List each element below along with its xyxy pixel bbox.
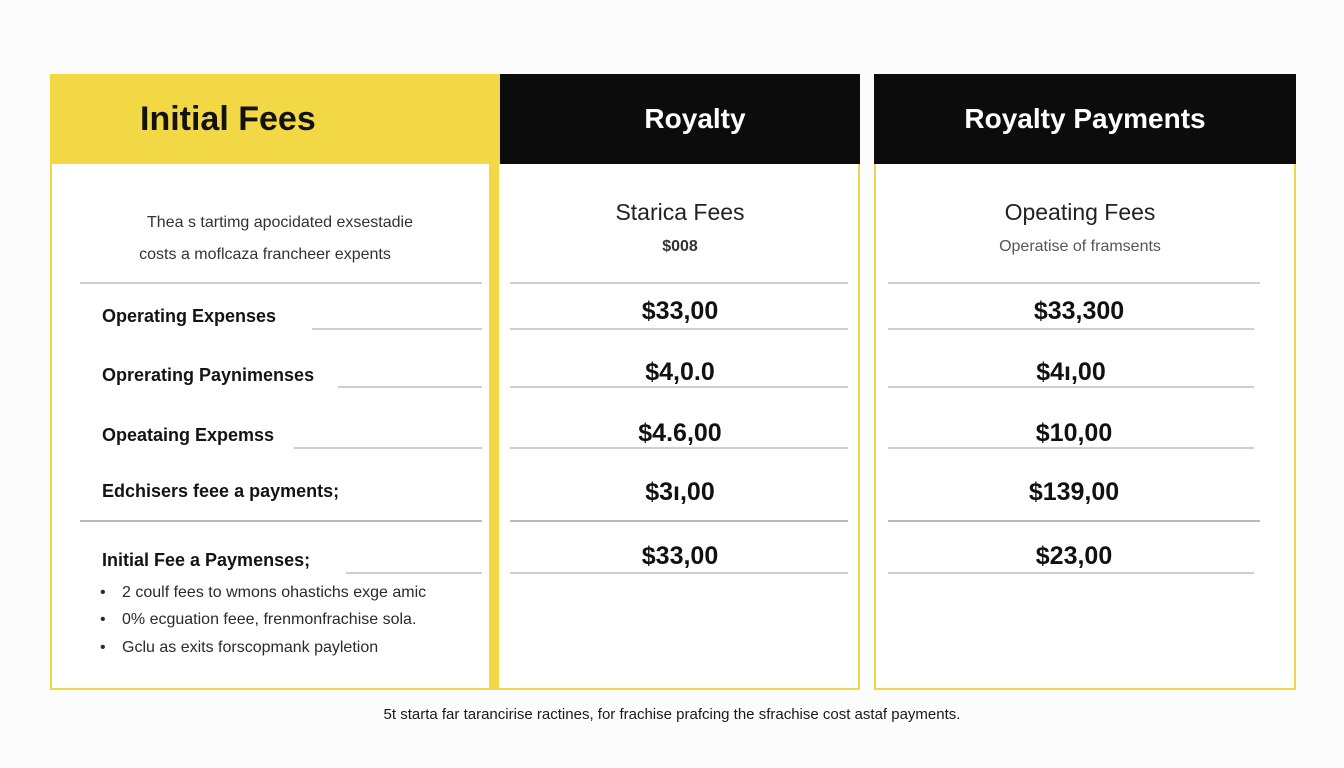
panel-frame-right [874, 164, 1296, 690]
fees-comparison-panel: Initial Fees Royalty [50, 74, 860, 690]
row-underline [888, 447, 1254, 449]
payment-value-5: $23,00 [1035, 542, 1113, 570]
divider-line [510, 282, 848, 284]
royalty-value-5: $33,00 [641, 542, 719, 570]
row-underline [294, 447, 482, 449]
royalty-value-3: $4.6,00 [638, 419, 722, 447]
column-divider [489, 164, 499, 688]
royalty-value-2: $4,0.0 [645, 358, 715, 386]
bullet-item-2: 0% ecguation feee, frenmonfrachise sola. [100, 611, 416, 629]
royalty-value-4: $3ı,00 [645, 478, 715, 506]
royalty-title: Royalty [644, 103, 746, 134]
payment-value-4: $139,00 [1028, 478, 1120, 506]
row-underline [338, 386, 482, 388]
row-underline [888, 572, 1254, 574]
footer-caption: 5t starta far tarancirise ractines, for … [383, 706, 961, 723]
payment-value-2: $4ı,00 [1036, 358, 1106, 386]
row-underline [888, 386, 1254, 388]
divider-line [80, 282, 482, 284]
operating-fees-heading: Opeating Fees [1004, 199, 1156, 225]
royalty-payments-panel: Royalty Payments [874, 74, 1296, 690]
royalty-value-1: $33,00 [641, 297, 719, 325]
royalty-payments-title: Royalty Payments [964, 103, 1206, 134]
row-label-1: Operating Expenses [102, 306, 277, 326]
bullet-item-3: Gclu as exits forscopmank payletion [100, 639, 378, 657]
starica-fees-note: $008 [662, 238, 698, 255]
panel-frame [50, 164, 860, 690]
row-label-3: Opeataing Expemss [102, 425, 275, 445]
royalty-header: Royalty [500, 74, 860, 164]
section-divider [80, 520, 482, 522]
row-underline [510, 572, 848, 574]
payment-value-1: $33,300 [1033, 297, 1125, 325]
row-label-5: Initial Fee a Paymenses; [102, 550, 311, 570]
row-underline [346, 572, 482, 574]
row-underline [312, 328, 482, 330]
section-divider [888, 520, 1260, 522]
section-divider [510, 520, 848, 522]
bullet-item-1: 2 coulf fees to wmons ohastichs exge ami… [100, 584, 426, 602]
row-label-4: Edchisers feee a payments; [102, 481, 340, 501]
row-label-2: Oprerating Paynimenses [102, 365, 315, 385]
row-underline [510, 328, 848, 330]
starica-fees-heading: Starica Fees [615, 199, 745, 225]
divider-line [888, 282, 1260, 284]
operating-fees-note: Operatise of framsents [999, 238, 1161, 255]
initial-fees-title: Initial Fees [140, 99, 316, 138]
payment-value-3: $10,00 [1035, 419, 1113, 447]
row-underline [888, 328, 1254, 330]
intro-text-line-1: Thea s tartimg apocidated exsestadie [147, 214, 413, 231]
royalty-payments-header: Royalty Payments [874, 74, 1296, 164]
intro-text-line-2: costs a moflcaza francheer expents [139, 246, 391, 263]
row-underline [510, 386, 848, 388]
initial-fees-header: Initial Fees [50, 74, 528, 164]
row-underline [510, 447, 848, 449]
